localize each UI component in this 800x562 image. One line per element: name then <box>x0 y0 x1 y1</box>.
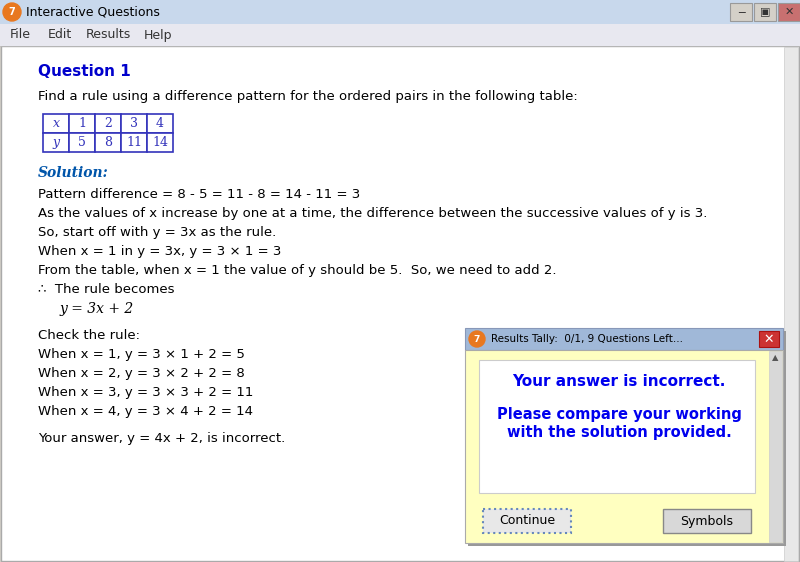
Bar <box>663 509 751 533</box>
Bar <box>754 3 776 21</box>
Bar <box>778 3 800 21</box>
Bar <box>730 3 752 21</box>
Bar <box>43 114 69 133</box>
Text: with the solution provided.: with the solution provided. <box>506 425 731 441</box>
Text: Please compare your working: Please compare your working <box>497 407 742 423</box>
Text: Symbols: Symbols <box>681 514 734 528</box>
Bar <box>121 133 147 152</box>
Text: 14: 14 <box>152 136 168 149</box>
Text: When x = 3, y = 3 × 3 + 2 = 11: When x = 3, y = 3 × 3 + 2 = 11 <box>38 386 254 399</box>
Text: 1: 1 <box>78 117 86 130</box>
Text: So, start off with y = 3x as the rule.: So, start off with y = 3x as the rule. <box>38 226 276 239</box>
Text: ─: ─ <box>738 7 744 17</box>
Text: 5: 5 <box>78 136 86 149</box>
Bar <box>95 133 121 152</box>
Text: Results: Results <box>86 29 131 42</box>
Bar <box>759 331 779 347</box>
Text: 7: 7 <box>474 334 480 343</box>
Bar <box>69 133 95 152</box>
Text: From the table, when x = 1 the value of y should be 5.  So, we need to add 2.: From the table, when x = 1 the value of … <box>38 264 557 277</box>
Bar <box>69 114 95 133</box>
Bar <box>0 24 800 46</box>
Text: y: y <box>53 136 59 149</box>
Text: 7: 7 <box>9 7 15 17</box>
Text: Continue: Continue <box>499 514 555 528</box>
Text: Your answer is incorrect.: Your answer is incorrect. <box>512 374 726 389</box>
Text: Edit: Edit <box>48 29 72 42</box>
Bar <box>147 133 173 152</box>
Text: File: File <box>10 29 31 42</box>
Bar <box>483 509 571 533</box>
Bar <box>479 360 755 493</box>
Bar <box>147 114 173 133</box>
Text: Find a rule using a difference pattern for the ordered pairs in the following ta: Find a rule using a difference pattern f… <box>38 90 578 103</box>
Bar <box>465 328 783 350</box>
Bar <box>784 47 798 561</box>
Text: ✕: ✕ <box>784 7 794 17</box>
Text: ∴  The rule becomes: ∴ The rule becomes <box>38 283 174 296</box>
Bar <box>468 331 786 546</box>
Text: Help: Help <box>143 29 172 42</box>
Text: When x = 4, y = 3 × 4 + 2 = 14: When x = 4, y = 3 × 4 + 2 = 14 <box>38 405 253 418</box>
Text: x: x <box>53 117 59 130</box>
Text: Solution:: Solution: <box>38 166 109 180</box>
Text: When x = 1, y = 3 × 1 + 2 = 5: When x = 1, y = 3 × 1 + 2 = 5 <box>38 348 245 361</box>
Text: As the values of x increase by one at a time, the difference between the success: As the values of x increase by one at a … <box>38 207 707 220</box>
Text: 2: 2 <box>104 117 112 130</box>
Text: Check the rule:: Check the rule: <box>38 329 140 342</box>
Text: Pattern difference = 8 - 5 = 11 - 8 = 14 - 11 = 3: Pattern difference = 8 - 5 = 11 - 8 = 14… <box>38 188 360 201</box>
Text: Question 1: Question 1 <box>38 64 130 79</box>
Bar <box>769 351 782 542</box>
Text: Interactive Questions: Interactive Questions <box>26 6 160 19</box>
Circle shape <box>3 3 21 21</box>
Text: 3: 3 <box>130 117 138 130</box>
Text: 4: 4 <box>156 117 164 130</box>
Bar <box>121 114 147 133</box>
Text: 11: 11 <box>126 136 142 149</box>
Text: 8: 8 <box>104 136 112 149</box>
Circle shape <box>469 331 485 347</box>
Text: ▲: ▲ <box>772 353 778 362</box>
Text: ▣: ▣ <box>760 7 770 17</box>
Text: Results Tally:  0/1, 9 Questions Left...: Results Tally: 0/1, 9 Questions Left... <box>491 334 683 344</box>
Text: ✕: ✕ <box>764 333 774 346</box>
Text: y = 3x + 2: y = 3x + 2 <box>60 302 134 316</box>
Bar <box>0 0 800 24</box>
Bar <box>465 350 783 543</box>
Bar <box>43 133 69 152</box>
Text: When x = 1 in y = 3x, y = 3 × 1 = 3: When x = 1 in y = 3x, y = 3 × 1 = 3 <box>38 245 282 258</box>
Text: When x = 2, y = 3 × 2 + 2 = 8: When x = 2, y = 3 × 2 + 2 = 8 <box>38 367 245 380</box>
Bar <box>95 114 121 133</box>
Text: Your answer, y = 4x + 2, is incorrect.: Your answer, y = 4x + 2, is incorrect. <box>38 432 286 445</box>
